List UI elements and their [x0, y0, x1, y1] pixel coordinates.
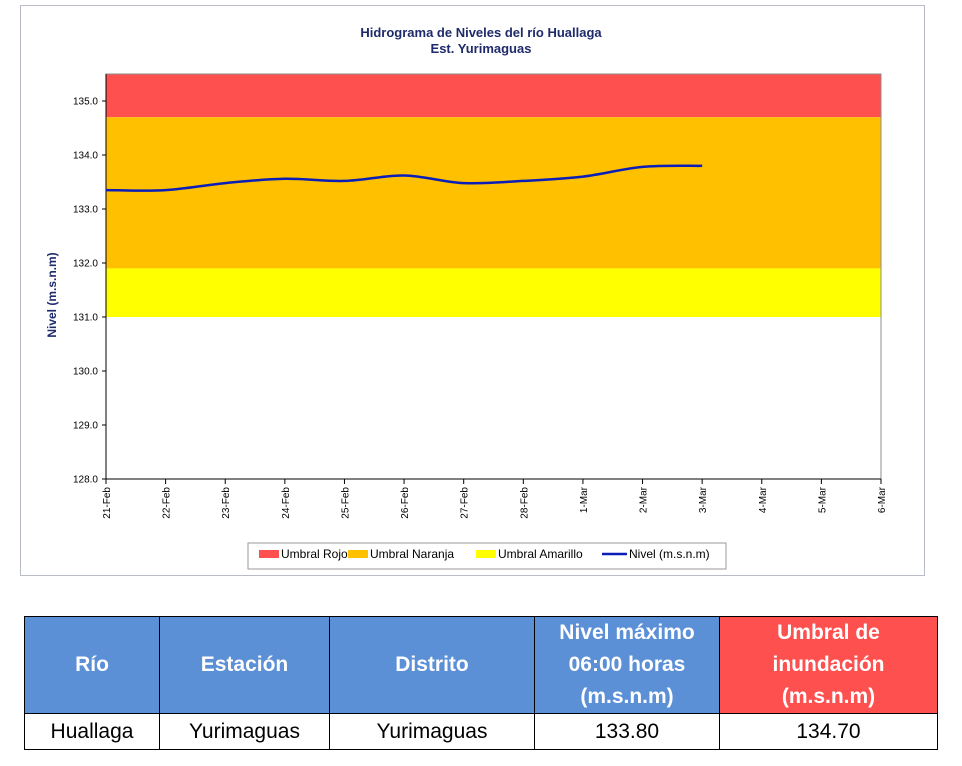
y-tick-label: 130.0	[73, 367, 98, 378]
cell-nivel-maximo: 133.80	[534, 713, 720, 750]
y-tick-label: 133.0	[73, 205, 98, 216]
header-line: Río	[75, 653, 109, 676]
x-tick-label: 3-Mar	[698, 486, 709, 513]
x-tick-label: 2-Mar	[639, 486, 650, 513]
table-header-row: Río Estación Distrito Nivel máximo 06:00…	[24, 616, 938, 714]
x-tick-label: 4-Mar	[758, 486, 769, 513]
legend-label-naranja: Umbral Naranja	[370, 547, 454, 561]
cell-distrito: Yurimaguas	[329, 713, 535, 750]
legend-label-nivel: Nivel (m.s.n.m)	[629, 547, 710, 561]
header-rio: Río	[24, 616, 160, 714]
table-row: Huallaga Yurimaguas Yurimaguas 133.80 13…	[24, 713, 938, 750]
x-tick-label: 22-Feb	[162, 487, 173, 519]
header-line: inundación	[772, 653, 885, 676]
chart-legend: Umbral Rojo Umbral Naranja Umbral Amaril…	[247, 542, 727, 570]
legend-label-amarillo: Umbral Amarillo	[498, 547, 583, 561]
chart-title: Hidrograma de Niveles del río Huallaga	[360, 25, 602, 40]
x-tick-label: 24-Feb	[281, 487, 292, 519]
info-table: Río Estación Distrito Nivel máximo 06:00…	[24, 616, 938, 750]
header-line: 06:00 horas	[568, 653, 686, 676]
header-distrito: Distrito	[329, 616, 535, 714]
header-umbral-inundacion: Umbral de inundación (m.s.n.m)	[719, 616, 938, 714]
x-tick-label: 1-Mar	[579, 486, 590, 513]
hydrograph-chart: Hidrograma de Niveles del río Huallaga E…	[20, 5, 925, 576]
threshold-band-0	[106, 74, 881, 118]
chart-canvas: Hidrograma de Niveles del río Huallaga E…	[45, 25, 888, 570]
header-line: Estación	[200, 653, 289, 676]
y-tick-label: 135.0	[73, 97, 98, 108]
y-axis-label: Nivel (m.s.n.m)	[45, 252, 59, 337]
y-tick-label: 131.0	[73, 313, 98, 324]
header-line: Umbral de	[777, 621, 880, 644]
header-line: (m.s.n.m)	[580, 685, 674, 708]
legend-swatch-amarillo	[476, 550, 496, 558]
threshold-bands	[106, 74, 881, 317]
legend-swatch-rojo	[259, 550, 279, 558]
x-tick-label: 28-Feb	[519, 487, 530, 519]
cell-estacion: Yurimaguas	[159, 713, 330, 750]
cell-rio: Huallaga	[24, 713, 160, 750]
x-axis: 21-Feb 22-Feb 23-Feb 24-Feb 25-Feb 26-Feb 27-F…	[102, 479, 888, 519]
y-tick-label: 129.0	[73, 421, 98, 432]
series-layer	[105, 164, 703, 192]
x-tick-label: 23-Feb	[221, 487, 232, 519]
x-tick-label: 25-Feb	[340, 487, 351, 519]
header-nivel-maximo: Nivel máximo 06:00 horas (m.s.n.m)	[534, 616, 720, 714]
header-line: (m.s.n.m)	[781, 685, 876, 708]
legend-label-rojo: Umbral Rojo	[281, 547, 348, 561]
x-tick-label: 26-Feb	[400, 487, 411, 519]
x-tick-label: 21-Feb	[102, 487, 113, 519]
y-tick-label: 128.0	[73, 475, 98, 486]
y-tick-label: 132.0	[73, 259, 98, 270]
header-line: Nivel máximo	[559, 621, 695, 644]
threshold-band-1	[106, 117, 881, 269]
x-tick-label: 27-Feb	[460, 487, 471, 519]
y-tick-label: 134.0	[73, 151, 98, 162]
legend-swatch-naranja	[348, 550, 368, 558]
y-axis: 128.0 129.0 130.0 131.0 132.0 133.0 134.0 135.0	[73, 97, 106, 486]
header-line: Distrito	[395, 653, 469, 676]
x-tick-label: 6-Mar	[877, 486, 888, 513]
cell-umbral-inundacion: 134.70	[719, 713, 938, 750]
threshold-band-2	[106, 268, 881, 317]
header-estacion: Estación	[159, 616, 330, 714]
chart-subtitle: Est. Yurimaguas	[431, 41, 532, 56]
x-tick-label: 5-Mar	[817, 486, 828, 513]
plot-area	[105, 73, 882, 480]
